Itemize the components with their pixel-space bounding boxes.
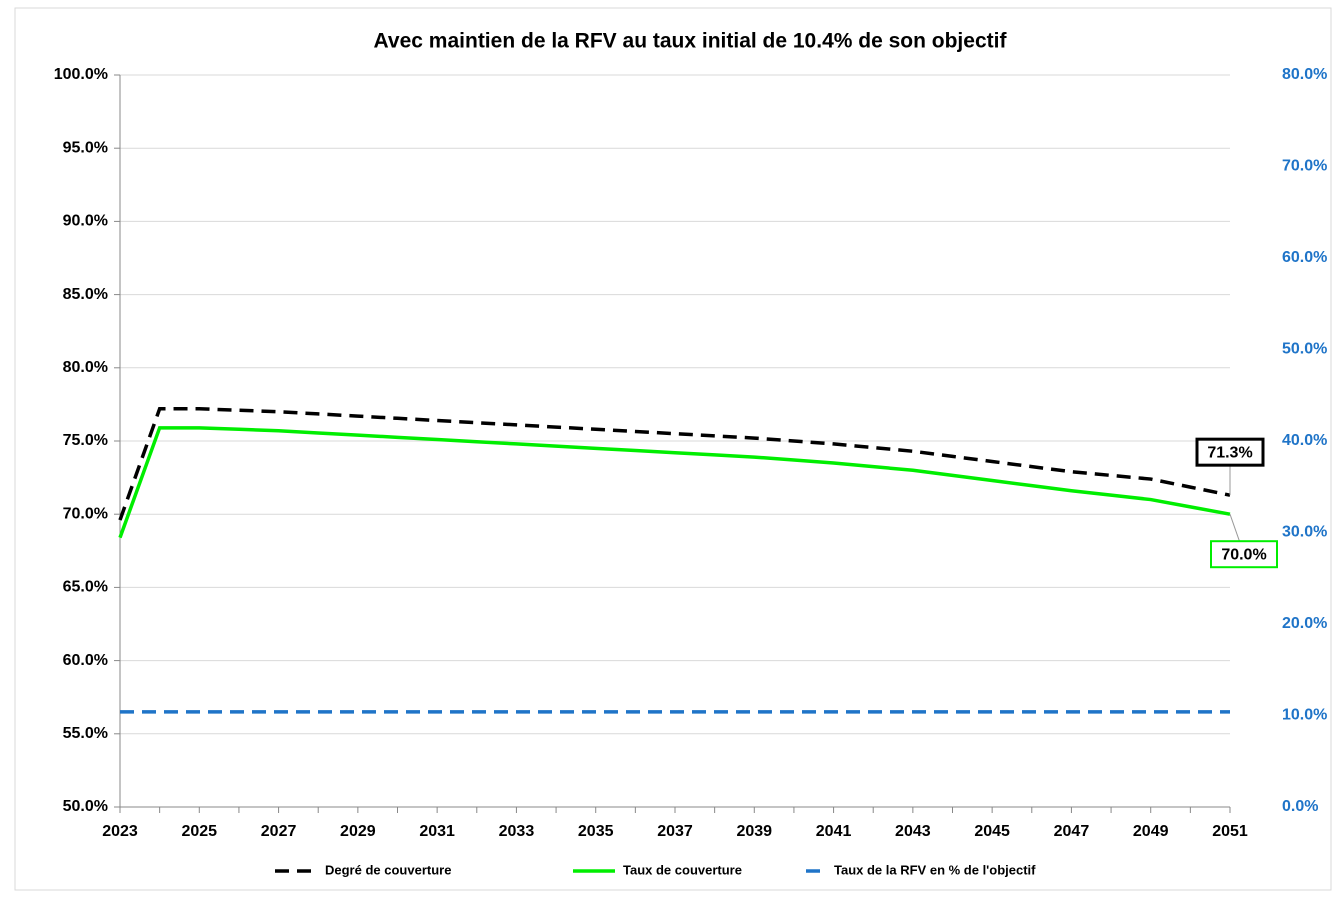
y-tick-label: 70.0% bbox=[63, 505, 108, 522]
x-tick-label: 2033 bbox=[499, 823, 535, 840]
label-box bbox=[1210, 540, 1278, 569]
y-tick-label: 50.0% bbox=[63, 798, 108, 815]
data-label: 70.0% bbox=[1221, 546, 1266, 563]
y-tick-label: 95.0% bbox=[63, 139, 108, 156]
y2-tick-label: 0.0% bbox=[1282, 798, 1318, 815]
x-tick-label: 2049 bbox=[1133, 823, 1169, 840]
y2-tick-label: 80.0% bbox=[1282, 66, 1327, 83]
y-tick-label: 60.0% bbox=[63, 652, 108, 669]
x-tick-label: 2035 bbox=[578, 823, 614, 840]
series-line bbox=[118, 426, 1231, 539]
legend-label: Taux de couverture bbox=[623, 862, 742, 877]
y-tick-label: 80.0% bbox=[63, 359, 108, 376]
y2-tick-label: 20.0% bbox=[1282, 615, 1327, 632]
y2-tick-label: 30.0% bbox=[1282, 524, 1327, 541]
x-tick-label: 2045 bbox=[974, 823, 1010, 840]
x-tick-label: 2041 bbox=[816, 823, 852, 840]
legend-label: Degré de couverture bbox=[325, 862, 451, 877]
x-tick-label: 2029 bbox=[340, 823, 376, 840]
y-tick-label: 75.0% bbox=[63, 432, 108, 449]
legend-label: Taux de la RFV en % de l'objectif bbox=[834, 862, 1036, 877]
x-tick-label: 2043 bbox=[895, 823, 931, 840]
x-tick-label: 2031 bbox=[419, 823, 455, 840]
y-tick-label: 90.0% bbox=[63, 213, 108, 230]
y2-tick-label: 40.0% bbox=[1282, 432, 1327, 449]
data-label: 71.3% bbox=[1207, 444, 1252, 461]
y2-tick-label: 70.0% bbox=[1282, 158, 1327, 175]
chart-title: Avec maintien de la RFV au taux initial … bbox=[374, 30, 1008, 53]
y2-tick-label: 60.0% bbox=[1282, 249, 1327, 266]
y2-tick-label: 10.0% bbox=[1282, 707, 1327, 724]
y-tick-label: 100.0% bbox=[54, 66, 108, 83]
x-tick-label: 2047 bbox=[1054, 823, 1090, 840]
chart-frame bbox=[14, 7, 1332, 891]
x-tick-label: 2023 bbox=[102, 823, 138, 840]
y2-tick-label: 50.0% bbox=[1282, 341, 1327, 358]
y-tick-label: 65.0% bbox=[63, 579, 108, 596]
x-tick-label: 2027 bbox=[261, 823, 297, 840]
x-tick-label: 2039 bbox=[736, 823, 772, 840]
x-tick-label: 2037 bbox=[657, 823, 693, 840]
y-tick-label: 55.0% bbox=[63, 725, 108, 742]
y-tick-label: 85.0% bbox=[63, 286, 108, 303]
x-tick-label: 2025 bbox=[181, 823, 217, 840]
x-tick-label: 2051 bbox=[1212, 823, 1248, 840]
label-box bbox=[1195, 437, 1265, 467]
